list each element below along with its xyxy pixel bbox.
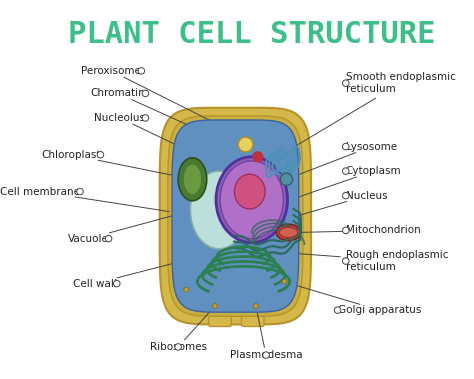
Polygon shape (168, 116, 303, 316)
Text: PLANT CELL STRUCTURE: PLANT CELL STRUCTURE (68, 20, 436, 49)
Text: Ribosomes: Ribosomes (150, 308, 213, 352)
Circle shape (77, 188, 83, 195)
Text: Cytoplasm: Cytoplasm (293, 166, 401, 199)
Text: Plasmodesma: Plasmodesma (230, 309, 302, 360)
Circle shape (138, 67, 145, 74)
Text: Peroxisome: Peroxisome (82, 66, 243, 137)
Circle shape (343, 227, 349, 234)
FancyBboxPatch shape (209, 310, 231, 326)
Ellipse shape (276, 224, 301, 241)
Circle shape (212, 304, 218, 309)
Circle shape (280, 173, 292, 185)
Circle shape (343, 143, 349, 150)
Circle shape (343, 80, 349, 86)
Text: Golgi apparatus: Golgi apparatus (279, 280, 421, 315)
Ellipse shape (216, 157, 288, 243)
Text: Lysosome: Lysosome (289, 142, 397, 178)
Polygon shape (160, 108, 311, 324)
Ellipse shape (178, 158, 207, 201)
Circle shape (175, 344, 182, 350)
Circle shape (142, 90, 149, 97)
Circle shape (343, 258, 349, 264)
Ellipse shape (191, 171, 247, 249)
Text: Nucleolus: Nucleolus (94, 113, 237, 174)
Circle shape (343, 168, 349, 174)
Circle shape (238, 137, 253, 152)
Text: Mitochondrion: Mitochondrion (301, 226, 420, 235)
Circle shape (253, 152, 263, 162)
Circle shape (282, 279, 287, 284)
Text: Cell wall: Cell wall (73, 262, 180, 288)
Text: Chromatin: Chromatin (91, 88, 255, 156)
Text: Chloroplast: Chloroplast (41, 150, 190, 179)
Text: Vacuole: Vacuole (68, 213, 183, 244)
Circle shape (263, 352, 269, 359)
Ellipse shape (220, 161, 283, 238)
Circle shape (334, 307, 341, 313)
Circle shape (97, 152, 104, 158)
Circle shape (254, 304, 258, 309)
Ellipse shape (279, 227, 298, 238)
Ellipse shape (183, 164, 201, 194)
Circle shape (105, 235, 112, 242)
Circle shape (184, 287, 189, 292)
FancyBboxPatch shape (242, 310, 264, 326)
Circle shape (142, 115, 149, 121)
Text: Rough endoplasmic
reticulum: Rough endoplasmic reticulum (292, 250, 448, 272)
Ellipse shape (234, 174, 265, 209)
Text: Smooth endoplasmic
reticulum: Smooth endoplasmic reticulum (287, 72, 456, 151)
Circle shape (343, 193, 349, 199)
Circle shape (113, 280, 120, 287)
Text: Nucleus: Nucleus (300, 191, 387, 215)
Polygon shape (172, 120, 299, 312)
Text: Cell membrane: Cell membrane (0, 186, 169, 211)
